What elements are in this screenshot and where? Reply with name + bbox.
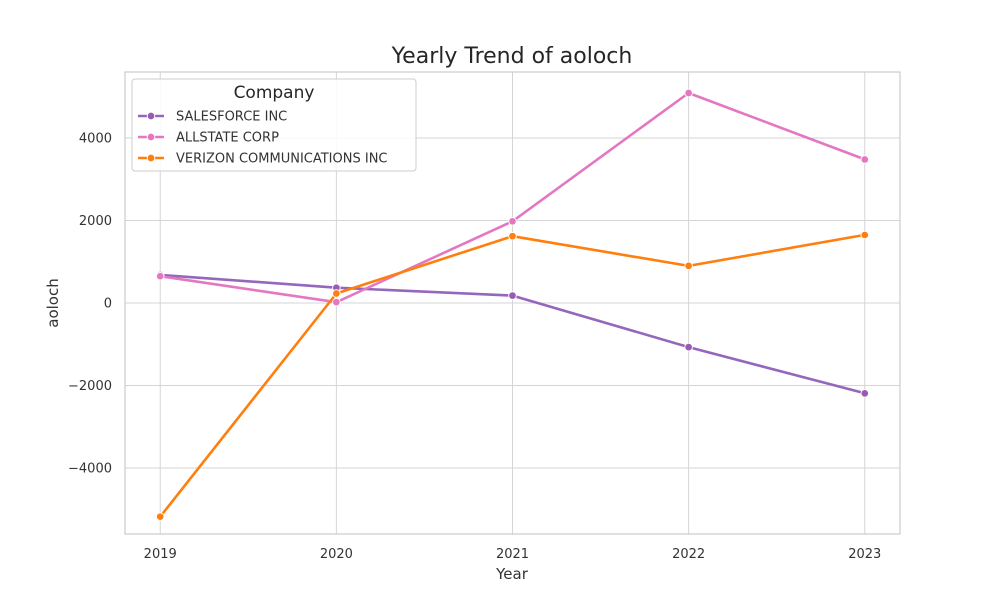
x-tick-label: 2023	[848, 547, 881, 562]
y-tick-label: −4000	[68, 462, 112, 477]
data-point	[332, 297, 341, 307]
legend-box	[131, 78, 417, 172]
legend-label: SALESFORCE INC	[176, 110, 287, 125]
y-tick-label: 2000	[79, 214, 112, 229]
y-tick-labels: −4000 −2000 0 2000 4000	[68, 132, 112, 477]
y-tick-label: 0	[104, 297, 112, 312]
series	[155, 88, 870, 521]
x-tick-label: 2021	[496, 547, 529, 562]
data-point	[684, 88, 693, 98]
data-point	[508, 217, 517, 226]
series-3	[155, 230, 870, 521]
legend-items: SALESFORCE INC ALLSTATE CORP VERIZON COMMU…	[138, 110, 388, 167]
legend: Company SALESFORCE INC ALLSTATE CORP VERIZ…	[131, 78, 417, 172]
x-tick-label: 2019	[144, 547, 177, 562]
legend-label: ALLSTATE CORP	[176, 131, 279, 146]
plot-frame	[124, 71, 901, 535]
legend-item: VERIZON COMMUNICATIONS INC	[138, 152, 388, 167]
data-point	[332, 289, 341, 298]
data-point	[155, 271, 165, 281]
series-2	[155, 88, 870, 307]
chart-title: Yearly Trend of aoloch	[391, 44, 633, 69]
data-point	[155, 512, 165, 521]
legend-label: VERIZON COMMUNICATIONS INC	[176, 152, 388, 167]
y-axis-label: aoloch	[44, 278, 62, 327]
data-point	[684, 261, 693, 271]
y-tick-label: −2000	[68, 379, 112, 394]
data-point	[684, 342, 693, 352]
data-point	[860, 230, 870, 240]
legend-marker	[146, 153, 156, 163]
legend-item: SALESFORCE INC	[138, 110, 287, 125]
x-tick-label: 2022	[672, 547, 705, 562]
x-tick-labels: 2019 2020 2021 2022 2023	[144, 547, 882, 562]
x-tick-label: 2020	[320, 547, 353, 562]
data-point	[508, 291, 517, 300]
y-tick-label: 4000	[79, 132, 112, 147]
legend-item: ALLSTATE CORP	[138, 131, 279, 146]
legend-title: Company	[234, 83, 315, 103]
legend-marker	[146, 132, 156, 142]
x-axis-label: Year	[495, 565, 529, 583]
legend-marker	[146, 111, 156, 121]
data-point	[860, 155, 870, 164]
data-point	[860, 389, 870, 398]
data-point	[508, 231, 517, 241]
